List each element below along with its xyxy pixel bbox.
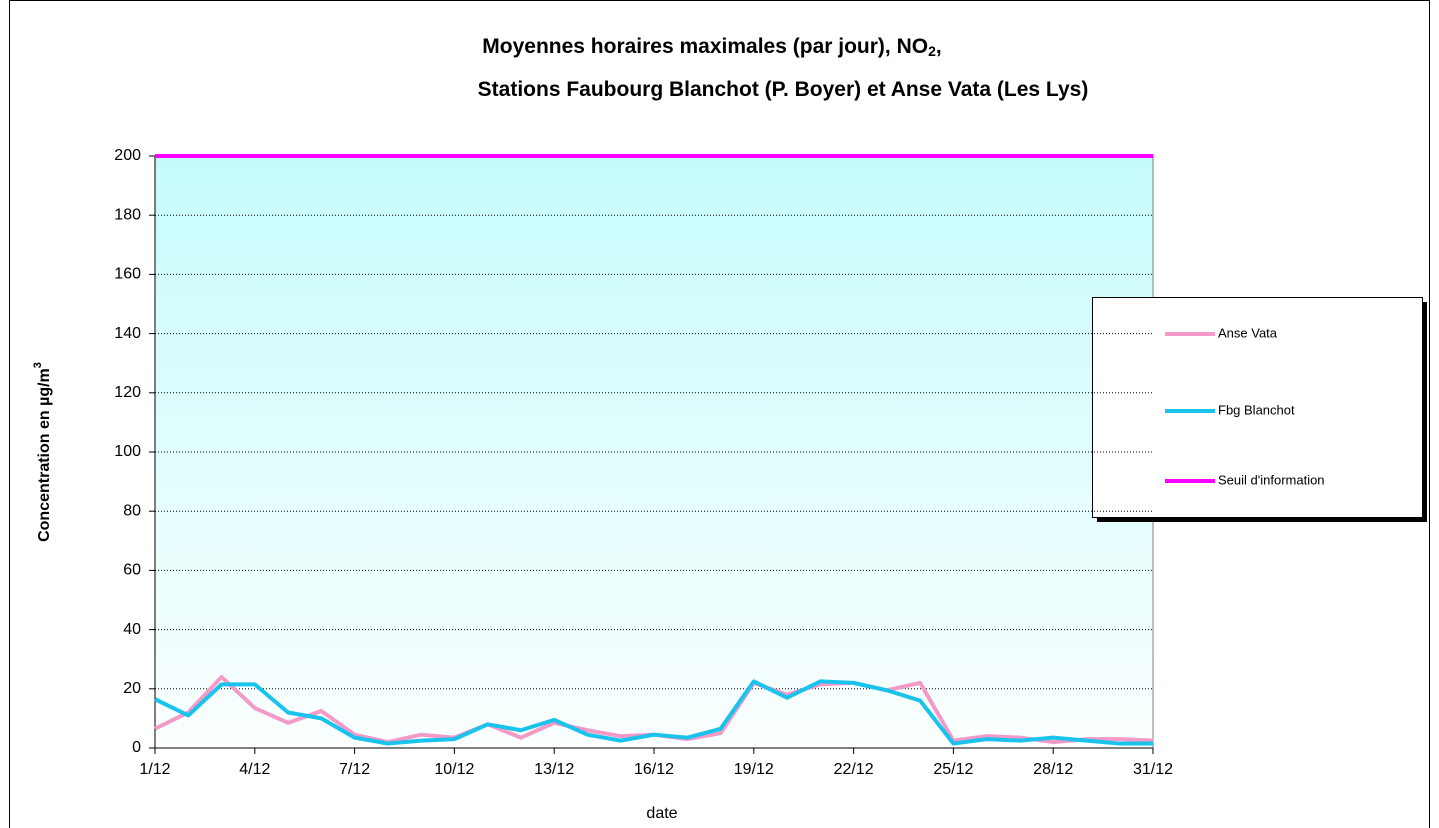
y-tick-label: 60 (123, 562, 141, 579)
legend: Anse Vata Fbg Blanchot Seuil d'information (1092, 297, 1427, 522)
title-text: Stations Faubourg Blanchot (P. Boyer) et… (478, 78, 1089, 101)
y-tick-label: 180 (114, 206, 141, 223)
x-tick-label: 25/12 (933, 761, 973, 778)
x-tick-label: 16/12 (634, 761, 674, 778)
y-tick-label: 160 (114, 266, 141, 283)
y-label-superscript: 3 (32, 362, 44, 368)
y-tick-label: 200 (114, 147, 141, 164)
x-axis-label: date (646, 805, 677, 822)
x-tick-label: 4/12 (239, 761, 270, 778)
chart-title: Moyennes horaires maximales (par jour), … (482, 35, 941, 59)
x-tick-label: 19/12 (734, 761, 774, 778)
y-tick-label: 40 (123, 621, 141, 638)
y-tick-label: 120 (114, 384, 141, 401)
y-tick-label: 100 (114, 443, 141, 460)
x-tick-label: 31/12 (1133, 761, 1173, 778)
title-text: Moyennes horaires maximales (par jour), … (482, 35, 928, 58)
y-tick-label: 140 (114, 325, 141, 342)
title-subscript: 2 (928, 43, 936, 59)
y-axis-label: Concentration en µg/m3 (32, 362, 53, 542)
title-text: , (936, 35, 942, 58)
x-tick-label: 7/12 (339, 761, 370, 778)
legend-label: Anse Vata (1218, 325, 1278, 340)
y-tick-label: 80 (123, 502, 141, 519)
y-tick-label: 0 (132, 739, 141, 756)
y-tick-label: 20 (123, 680, 141, 697)
x-tick-label: 13/12 (534, 761, 574, 778)
x-tick-label: 1/12 (139, 761, 170, 778)
chart-title: Stations Faubourg Blanchot (P. Boyer) et… (478, 78, 1089, 101)
y-label-text: Concentration en µg/m (36, 368, 53, 542)
x-tick-label: 10/12 (434, 761, 474, 778)
x-tick-label: 28/12 (1033, 761, 1073, 778)
legend-label: Seuil d'information (1218, 472, 1325, 487)
x-tick-label: 22/12 (834, 761, 874, 778)
series-line (154, 679, 1153, 746)
legend-label: Fbg Blanchot (1218, 402, 1295, 417)
legend-box (1092, 297, 1423, 518)
